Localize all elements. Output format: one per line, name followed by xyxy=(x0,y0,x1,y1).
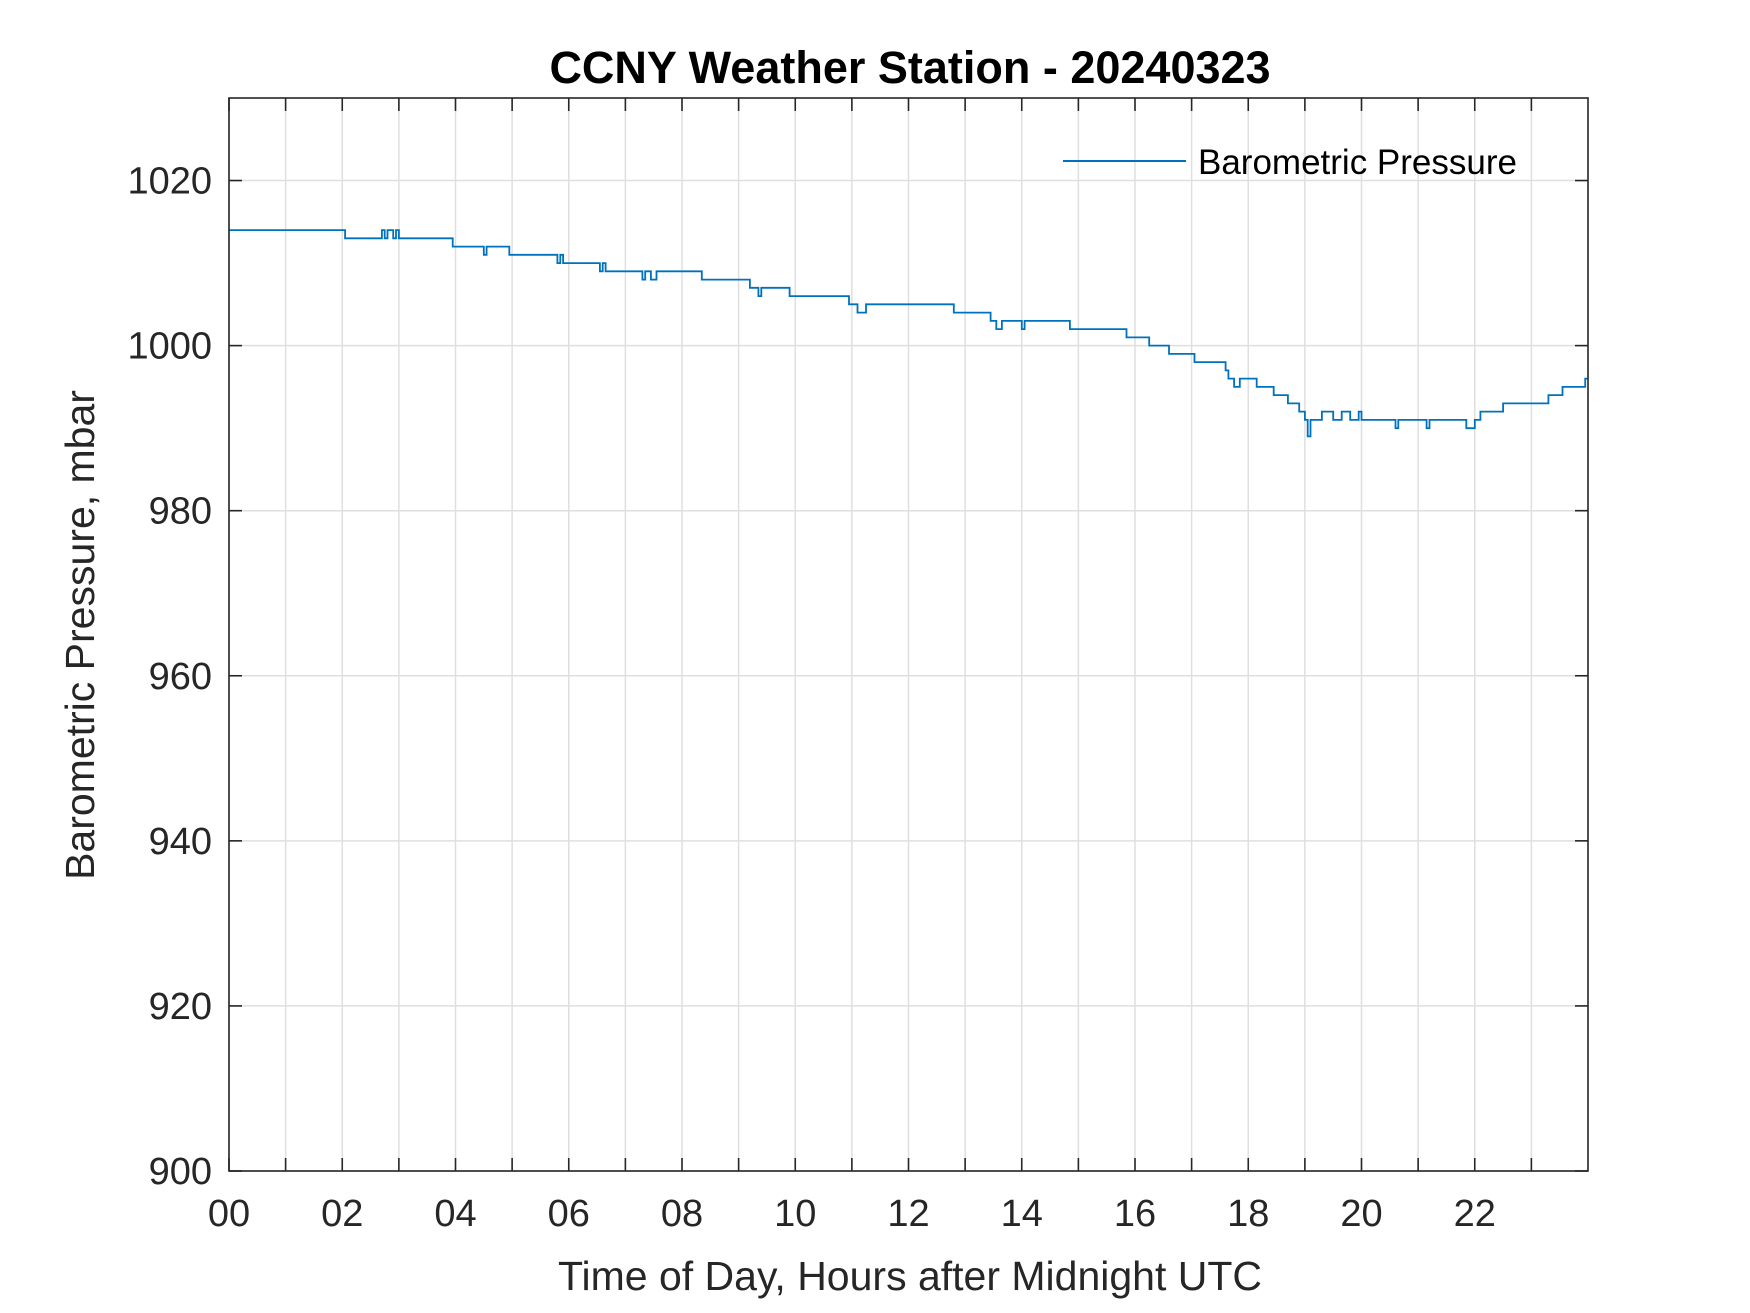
series-layer xyxy=(229,229,1588,438)
y-tick-label: 960 xyxy=(149,656,212,698)
x-tick-label: 14 xyxy=(1001,1193,1043,1235)
y-tick-labels: 900 920 940 960 980 1000 1020 xyxy=(127,161,212,1193)
x-tick-labels: 00 02 04 06 08 10 12 14 16 18 20 22 xyxy=(208,1193,1496,1235)
x-tick-label: 02 xyxy=(321,1193,363,1235)
x-tick-label: 18 xyxy=(1227,1193,1269,1235)
legend: Barometric Pressure xyxy=(1063,143,1517,182)
x-tick-label: 22 xyxy=(1454,1193,1496,1235)
plot-area-border xyxy=(228,97,1589,1172)
x-axis-label: Time of Day, Hours after Midnight UTC xyxy=(558,1253,1262,1299)
y-tick-label: 900 xyxy=(149,1151,212,1193)
chart-title: CCNY Weather Station - 20240323 xyxy=(549,42,1270,93)
series-line-barometric-pressure xyxy=(229,229,1588,438)
x-tick-label: 20 xyxy=(1340,1193,1382,1235)
legend-label-barometric-pressure: Barometric Pressure xyxy=(1198,143,1517,182)
y-tick-label: 940 xyxy=(149,821,212,863)
x-tick-label: 00 xyxy=(208,1193,250,1235)
y-tick-label: 1020 xyxy=(127,161,212,203)
x-tick-label: 10 xyxy=(774,1193,816,1235)
y-tick-label: 980 xyxy=(149,491,212,533)
x-tick-label: 06 xyxy=(548,1193,590,1235)
x-tick-label: 04 xyxy=(434,1193,476,1235)
x-tick-label: 08 xyxy=(661,1193,703,1235)
y-tick-label: 920 xyxy=(149,986,212,1028)
y-tick-label: 1000 xyxy=(127,326,212,368)
x-tick-label: 16 xyxy=(1114,1193,1156,1235)
x-tick-label: 12 xyxy=(887,1193,929,1235)
y-axis-label: Barometric Pressure, mbar xyxy=(57,390,103,880)
